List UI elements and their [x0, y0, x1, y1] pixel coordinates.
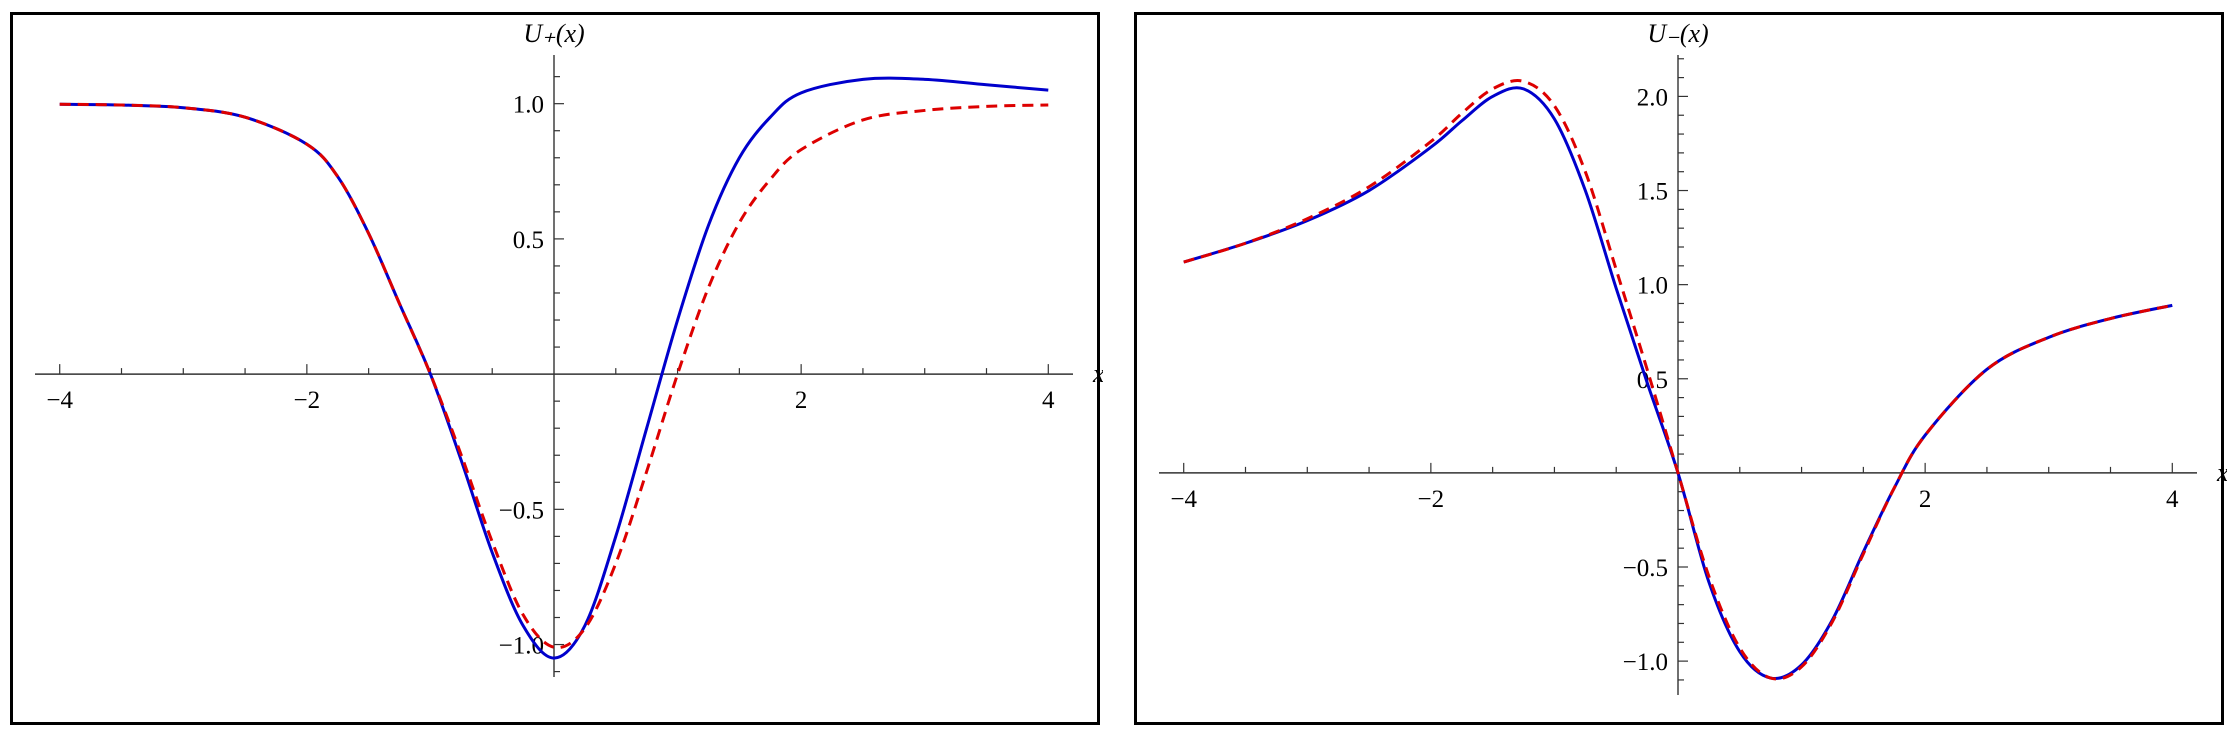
y-tick-label: 0.5 — [1637, 367, 1668, 394]
y-tick-label: 1.0 — [1637, 273, 1668, 300]
x-tick-label: −4 — [1170, 486, 1197, 513]
y-tick-label: 1.5 — [1637, 179, 1668, 206]
x-tick-label: 4 — [1042, 387, 1055, 414]
x-tick-label: 2 — [1919, 486, 1932, 513]
x-tick-label: −2 — [294, 387, 321, 414]
chart-panel-right: −4 −2 2 4 −1.0 −0.5 0.5 1.0 1.5 2.0 x U₋(x) — [1134, 12, 2227, 725]
x-tick-label: 2 — [795, 387, 808, 414]
chart-right: −4 −2 2 4 −1.0 −0.5 0.5 1.0 1.5 2.0 x U₋(x) — [1159, 19, 2227, 695]
y-tick-label: 1.0 — [513, 92, 544, 119]
chart-left: −4−224−1.0−0.50.51.0xU₊(x) — [35, 19, 1103, 677]
y-axis-label: U₊(x) — [523, 19, 584, 48]
y-tick-label: 2.0 — [1637, 84, 1668, 111]
x-tick-label: 4 — [2166, 486, 2179, 513]
x-axis-label: x — [2216, 458, 2227, 487]
x-tick-label: −2 — [1418, 486, 1445, 513]
y-tick-label: −0.5 — [499, 497, 544, 524]
y-tick-label: 0.5 — [513, 227, 544, 254]
series-line-dashed — [1183, 79, 2173, 681]
y-tick-label: −0.5 — [1623, 555, 1668, 582]
series-line-dashed — [59, 102, 1049, 650]
x-tick-label: −4 — [46, 387, 73, 414]
x-axis-label: x — [1092, 359, 1103, 388]
chart-panel-left: −4−224−1.0−0.50.51.0xU₊(x) — [10, 12, 1103, 725]
y-tick-label: −1.0 — [1623, 649, 1668, 676]
y-axis-label: U₋(x) — [1647, 19, 1708, 48]
